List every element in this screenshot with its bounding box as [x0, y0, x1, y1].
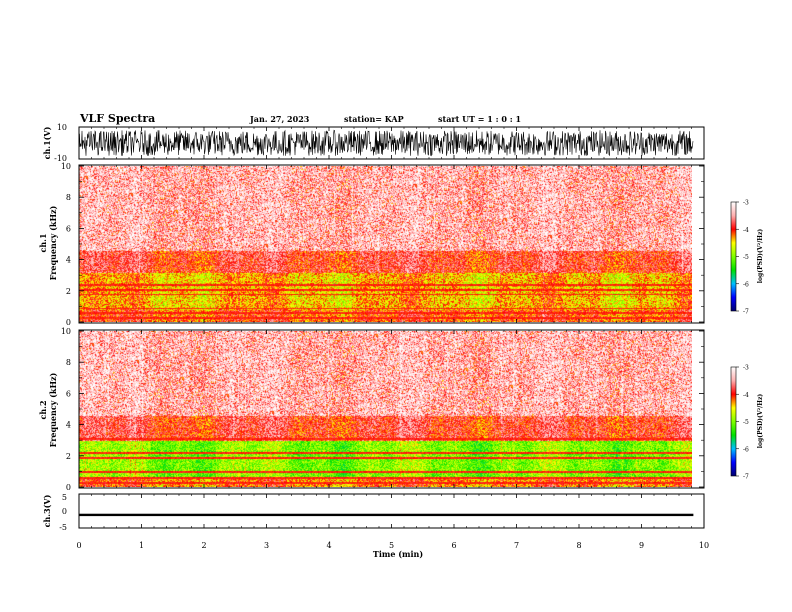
ch3-waveform-frame [78, 493, 705, 529]
time-tick-label: 2 [201, 541, 206, 550]
ch3-waveform-ylabel: ch.3(V) [42, 494, 52, 527]
time-tick-label: 10 [699, 541, 709, 550]
freq-tick-label: 6 [66, 224, 71, 233]
colorbar-tick-label: -3 [743, 365, 749, 372]
date-label: Jan. 27, 2023 [250, 114, 310, 124]
time-tick-label: 5 [389, 541, 394, 550]
ch1-ytick-bottom: -10 [54, 154, 67, 163]
time-tick-label: 0 [76, 541, 81, 550]
ch2-channel-label: ch.2 [38, 400, 48, 419]
colorbar-tick-label: -4 [743, 227, 749, 234]
ch1-freq-ylabel: Frequency (kHz) [48, 205, 58, 280]
colorbar-tick-label: -7 [743, 474, 749, 481]
ch1-ytick-top: 10 [57, 123, 67, 132]
colorbar-tick-label: -6 [743, 281, 749, 288]
colorbar-tick-label: -7 [743, 309, 749, 316]
ch1-freq-ticks: 0 2 4 6 8 10 [61, 162, 704, 327]
station-label: station= KAP [344, 114, 404, 124]
ch2-freq-ticks: 0 2 4 6 8 10 [61, 327, 704, 492]
freq-tick-label: 10 [61, 162, 71, 171]
ch3-ytick-top: 5 [62, 493, 67, 502]
ch1-spectrogram-panel: 0 2 4 6 8 10 ch.1 Frequency (kHz) [38, 162, 705, 327]
ch1-colorbar: -3 -4 -5 -6 -7 log(PSD)(V²/Hz) [730, 200, 764, 316]
start-time-label: start UT = 1 : 0 : 1 [438, 114, 522, 124]
time-axis-ticks [78, 127, 705, 528]
colorbar-tick-label: -4 [743, 392, 749, 399]
time-tick-label: 8 [576, 541, 581, 550]
time-tick-label: 1 [139, 541, 144, 550]
ch1-colorbar-gradient [730, 201, 737, 312]
freq-tick-label: 0 [66, 483, 71, 492]
colorbar-tick-label: -5 [743, 419, 749, 426]
ch2-freq-ylabel: Frequency (kHz) [48, 372, 58, 447]
ch2-spectrogram-image [79, 331, 692, 487]
ch1-colorbar-label: log(PSD)(V²/Hz) [757, 229, 764, 284]
time-tick-label: 9 [639, 541, 644, 550]
time-tick-label: 6 [451, 541, 456, 550]
freq-tick-label: 8 [66, 193, 71, 202]
ch2-colorbar-label: log(PSD)(V²/Hz) [757, 394, 764, 449]
colorbar-tick-label: -5 [743, 254, 749, 261]
ch2-colorbar: -3 -4 -5 -6 -7 log(PSD)(V²/Hz) [730, 365, 764, 481]
freq-tick-label: 8 [66, 358, 71, 367]
ch1-waveform-trace [78, 129, 694, 157]
freq-tick-label: 4 [66, 256, 71, 265]
ch1-waveform-ylabel: ch.1(V) [42, 126, 52, 159]
ch1-channel-label: ch.1 [38, 233, 48, 252]
freq-tick-label: 2 [66, 452, 71, 461]
colorbar-tick-label: -6 [743, 446, 749, 453]
freq-tick-label: 0 [66, 318, 71, 327]
ch1-colorbar-ticks: -3 -4 -5 -6 -7 [736, 200, 749, 316]
time-tick-label: 4 [326, 541, 331, 550]
freq-tick-label: 10 [61, 327, 71, 336]
ch3-waveform-trace [79, 513, 694, 517]
freq-tick-label: 4 [66, 421, 71, 430]
freq-tick-label: 2 [66, 287, 71, 296]
ch2-colorbar-gradient [730, 366, 737, 477]
ch3-ytick-zero: 0 [62, 507, 67, 516]
time-axis-label: Time (min) [373, 549, 423, 559]
chart-title: VLF Spectra [80, 112, 156, 125]
ch1-waveform-path [78, 129, 694, 157]
freq-tick-label: 6 [66, 389, 71, 398]
colorbar-tick-label: -3 [743, 200, 749, 207]
ch2-colorbar-ticks: -3 -4 -5 -6 -7 [736, 365, 749, 481]
time-tick-label: 3 [264, 541, 269, 550]
ch2-spectrogram-panel: 0 2 4 6 8 10 ch.2 Frequency (kHz) [38, 327, 705, 492]
ch1-spectrogram-image [79, 166, 692, 322]
time-tick-label: 7 [514, 541, 519, 550]
time-axis-tick-labels: 0 1 2 3 4 5 6 7 8 9 10 [76, 541, 709, 550]
ch3-ytick-bottom: -5 [59, 523, 67, 532]
